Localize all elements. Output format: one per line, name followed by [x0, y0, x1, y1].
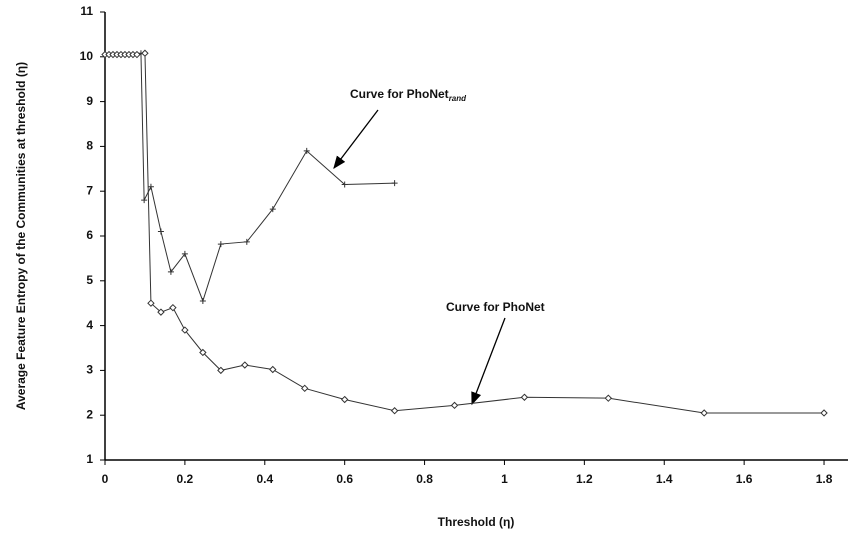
x-tick-label: 0: [102, 472, 109, 486]
y-tick-label: 10: [80, 49, 94, 63]
marker: [217, 241, 224, 248]
marker: [820, 409, 828, 417]
marker: [147, 299, 155, 307]
marker: [269, 206, 276, 213]
x-tick-label: 1: [501, 472, 508, 486]
x-tick-label: 0.6: [336, 472, 353, 486]
marker: [147, 183, 154, 190]
marker: [269, 365, 277, 374]
marker: [341, 181, 348, 188]
marker: [700, 409, 708, 417]
annotation-arrow: [471, 317, 506, 406]
x-tick-label: 1.4: [656, 472, 673, 486]
annotation-subscript: rand: [449, 94, 467, 103]
marker: [391, 180, 398, 187]
series-line: [105, 52, 825, 414]
marker: [157, 228, 164, 235]
marker: [169, 303, 177, 312]
marker: [157, 308, 165, 316]
marker: [167, 268, 174, 275]
y-tick-label: 5: [86, 273, 93, 287]
marker: [303, 147, 310, 154]
marker: [217, 366, 225, 375]
y-tick-label: 9: [86, 94, 93, 108]
marker: [301, 384, 309, 393]
marker: [181, 250, 188, 257]
marker: [199, 348, 207, 357]
marker: [199, 297, 206, 304]
y-tick-label: 1: [86, 452, 93, 466]
marker: [181, 326, 189, 334]
y-tick-label: 6: [86, 228, 93, 242]
x-axis-label: Threshold (η): [438, 515, 515, 529]
marker: [604, 394, 613, 402]
marker: [141, 197, 148, 204]
marker: [450, 401, 459, 410]
x-tick-label: 1.2: [576, 472, 593, 486]
marker: [520, 393, 529, 401]
x-tick-label: 1.6: [736, 472, 753, 486]
y-tick-label: 2: [86, 407, 93, 421]
annotation-arrow: [333, 109, 379, 170]
y-tick-label: 3: [86, 363, 93, 377]
y-tick-label: 7: [86, 183, 93, 197]
marker: [390, 407, 399, 415]
marker: [241, 361, 249, 369]
x-tick-label: 1.8: [816, 472, 833, 486]
marker: [133, 50, 141, 59]
y-axis-label: Average Feature Entropy of the Communiti…: [14, 62, 28, 410]
y-tick-label: 8: [86, 139, 93, 153]
marker: [243, 238, 250, 245]
y-tick-label: 4: [86, 318, 93, 332]
annotation: Curve for PhoNetrand: [350, 87, 467, 103]
annotation-text: Curve for PhoNet: [350, 87, 449, 101]
annotation-text: Curve for PhoNet: [446, 300, 545, 314]
x-tick-label: 0.8: [416, 472, 433, 486]
marker: [340, 395, 349, 404]
y-tick-label: 11: [80, 4, 93, 18]
x-tick-label: 0.4: [256, 472, 273, 486]
x-tick-label: 0.2: [177, 472, 194, 486]
marker: [141, 49, 149, 57]
